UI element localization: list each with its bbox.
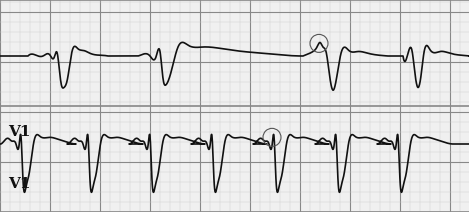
Text: V1: V1	[8, 125, 30, 139]
Text: V1: V1	[8, 177, 30, 191]
